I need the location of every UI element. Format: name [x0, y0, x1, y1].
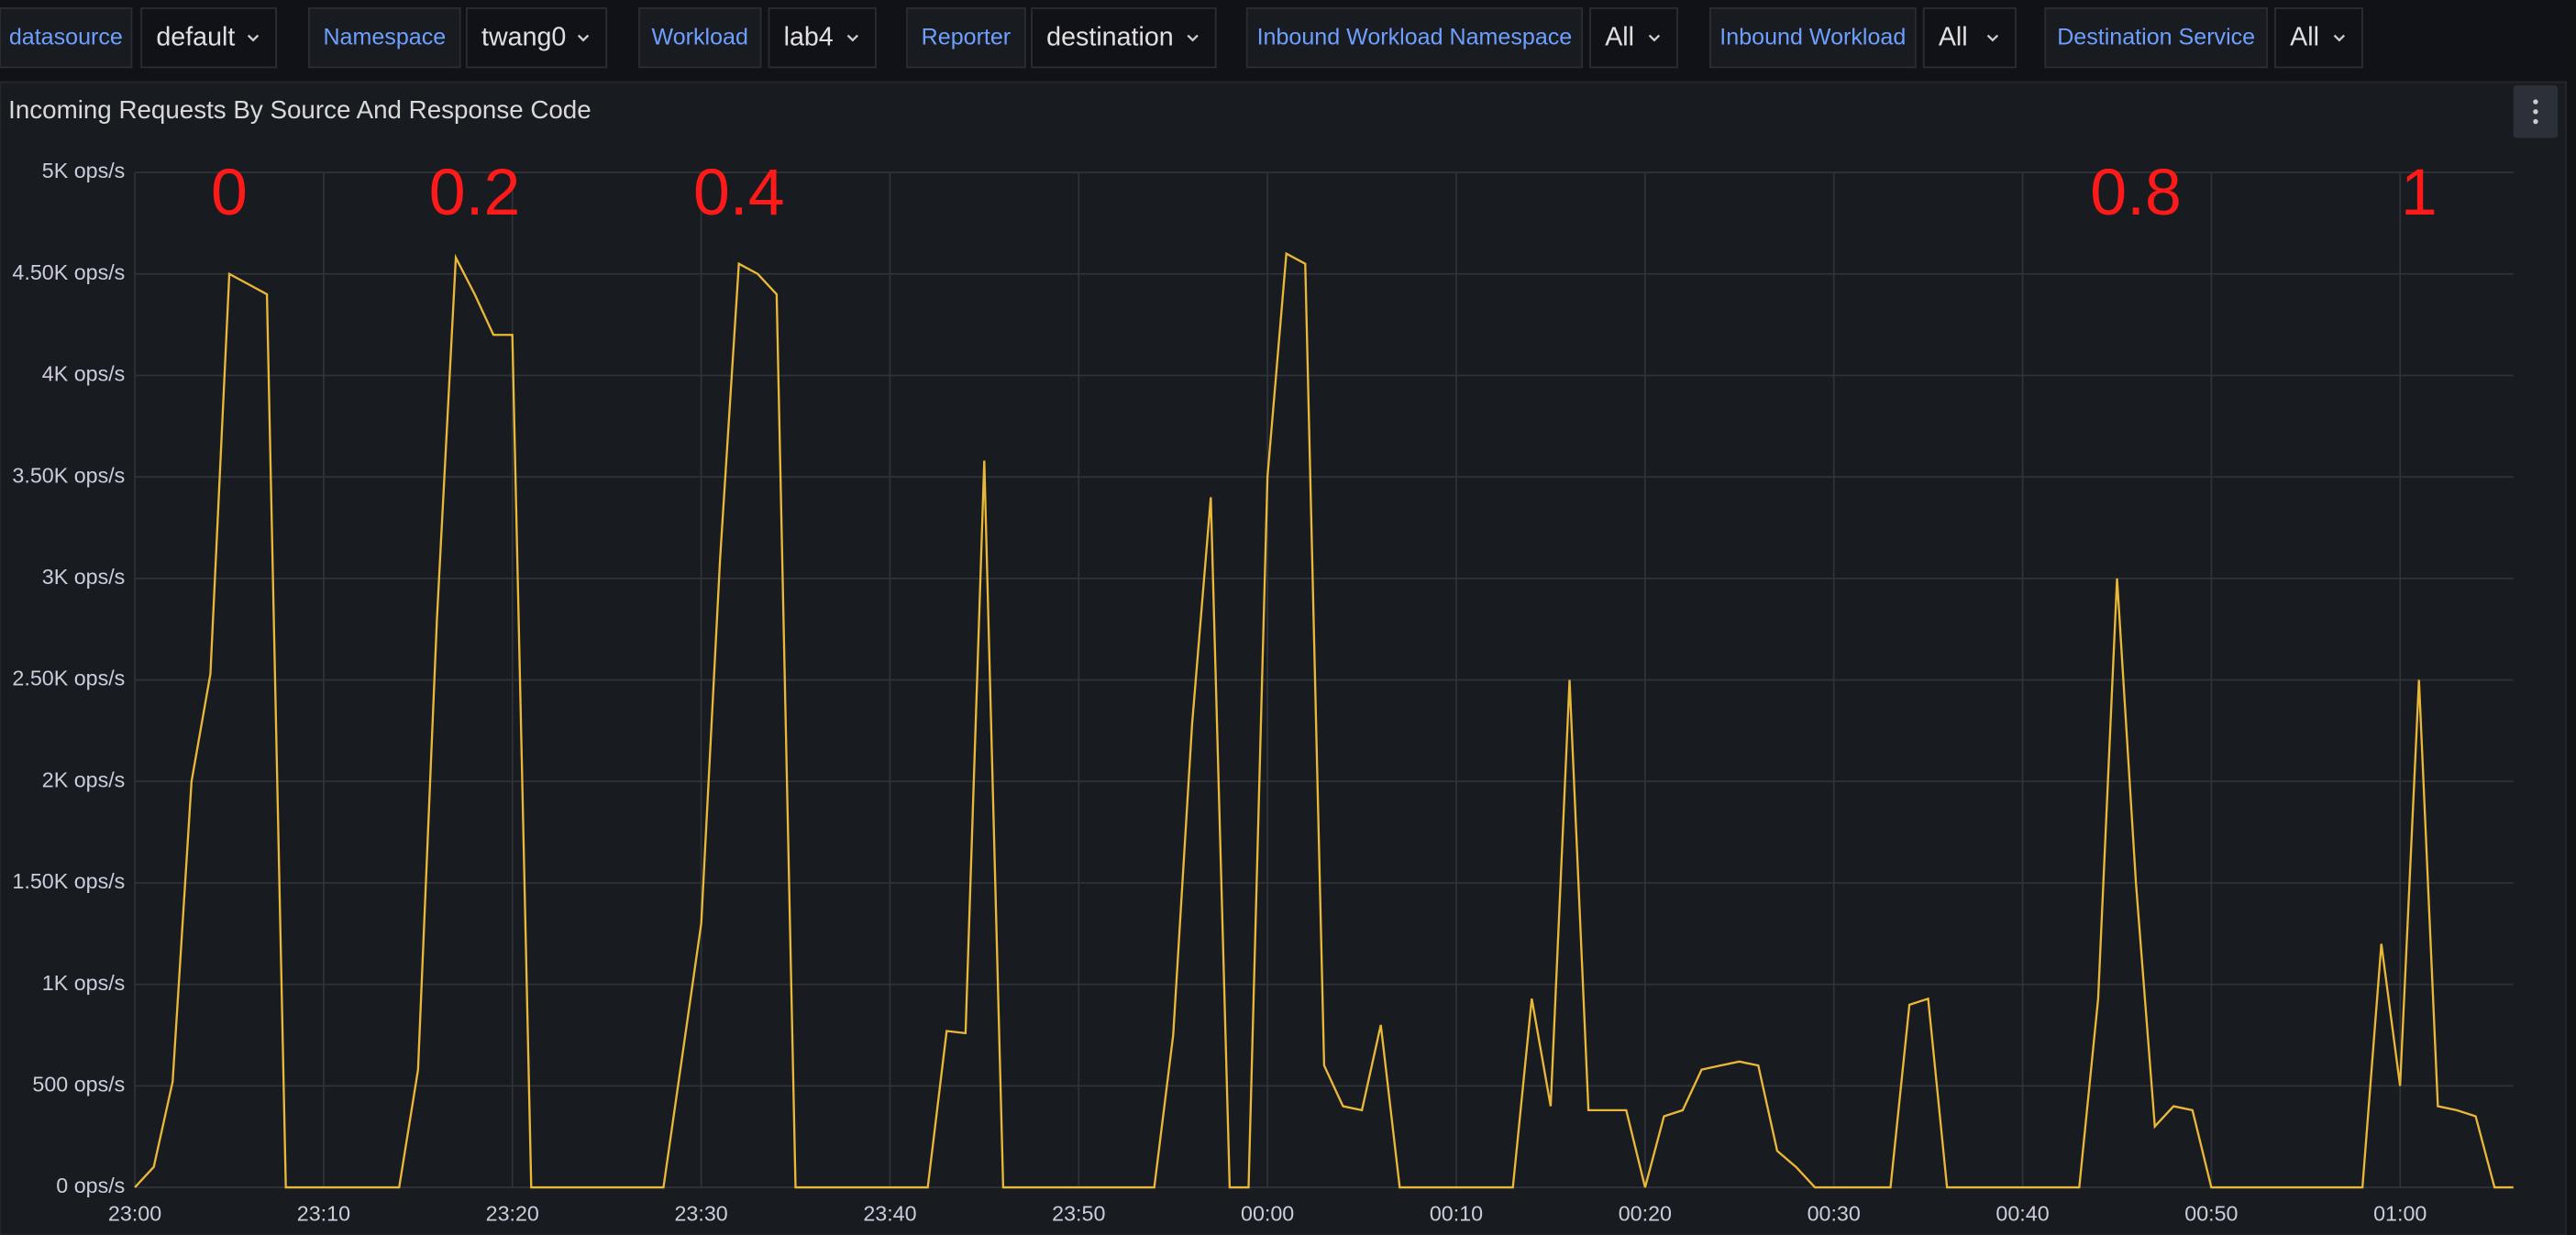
dropdown-chevron [577, 34, 590, 42]
annotation: 0 [211, 156, 248, 229]
x-tick-label: 00:20 [1619, 1202, 1672, 1226]
variable-label-box [638, 7, 762, 69]
x-tick-label: 23:20 [486, 1202, 539, 1226]
variable-label: Workload [652, 25, 748, 50]
variable-label-box [2044, 7, 2268, 69]
variable-label: Inbound Workload [1719, 25, 1906, 50]
menu-dot [2533, 99, 2538, 105]
dropdown-box [1922, 7, 2017, 69]
dropdown-value: All [1605, 23, 1634, 52]
x-tick-label: 23:00 [108, 1202, 161, 1226]
y-tick-label: 0 ops/s [56, 1174, 125, 1197]
dropdown-chevron [1648, 34, 1661, 42]
y-tick-label: 3.50K ops/s [12, 463, 125, 487]
dropdown-value: twang0 [481, 23, 566, 52]
dropdown-value: destination [1046, 23, 1174, 52]
variable-dropdown[interactable]: default [140, 7, 278, 69]
dropdown-value: default [156, 23, 235, 52]
y-tick-label: 4.50K ops/s [12, 260, 125, 284]
y-tick-label: 500 ops/s [32, 1073, 125, 1097]
dropdown-value: All [1939, 23, 1968, 52]
variable-label-box [1245, 7, 1584, 69]
y-tick-label: 3K ops/s [42, 565, 126, 589]
variable-label-box [308, 7, 461, 69]
x-tick-label: 01:00 [2373, 1202, 2427, 1226]
variable-dropdown[interactable]: All [1589, 7, 1678, 69]
dropdown-box [140, 7, 278, 69]
y-tick-label: 1.50K ops/s [12, 869, 125, 893]
dropdown-chevron [846, 34, 859, 42]
dropdown-box [465, 7, 608, 69]
variable-label: Destination Service [2057, 25, 2255, 50]
x-tick-label: 23:10 [297, 1202, 350, 1226]
y-tick-label: 1K ops/s [42, 971, 126, 995]
dropdown-value: All [2290, 23, 2319, 52]
dropdown-chevron [1986, 34, 1999, 42]
series-line [134, 251, 2514, 1189]
variable-dropdown[interactable]: twang0 [465, 7, 608, 69]
x-tick-label: 00:10 [1430, 1202, 1483, 1226]
annotation: 0.8 [2090, 156, 2182, 229]
dropdown-box [1031, 7, 1217, 69]
dropdown-chevron [247, 34, 260, 42]
variable-label: Reporter [922, 25, 1012, 50]
variable-dropdown[interactable]: lab4 [768, 7, 877, 69]
dropdown-box [2274, 7, 2363, 69]
panel-title: Incoming Requests By Source And Response… [8, 95, 591, 124]
x-tick-label: 23:40 [863, 1202, 916, 1226]
variable-label: datasource [9, 25, 123, 50]
variable-label-box [906, 7, 1026, 69]
variable-dropdown[interactable]: All [1922, 7, 2017, 69]
x-tick-label: 00:30 [1808, 1202, 1861, 1226]
variable-label-box [1708, 7, 1917, 69]
x-tick-label: 00:00 [1241, 1202, 1294, 1226]
dropdown-box [1589, 7, 1678, 69]
panel-menu[interactable] [2513, 85, 2559, 138]
x-tick-label: 23:30 [674, 1202, 727, 1226]
variable-dropdown[interactable]: destination [1031, 7, 1217, 69]
x-tick-label: 00:40 [1996, 1202, 2049, 1226]
annotation: 0.4 [693, 156, 785, 229]
x-tick-label: 23:50 [1052, 1202, 1105, 1226]
variable-label: Namespace [323, 25, 446, 50]
dropdown-chevron [1187, 34, 1199, 42]
dropdown-box [768, 7, 877, 69]
variable-label: Inbound Workload Namespace [1257, 25, 1573, 50]
panel [0, 81, 2567, 1235]
variable-dropdown[interactable]: All [2274, 7, 2363, 69]
annotation: 0.2 [429, 156, 521, 229]
menu-dot [2533, 118, 2538, 125]
y-tick-label: 2.50K ops/s [12, 667, 125, 690]
y-tick-label: 5K ops/s [42, 159, 126, 182]
variable-label-box [0, 7, 133, 69]
dropdown-chevron [2333, 34, 2346, 42]
y-tick-label: 4K ops/s [42, 362, 126, 386]
dropdown-value: lab4 [784, 23, 834, 52]
y-tick-label: 2K ops/s [42, 767, 126, 791]
annotation: 1 [2401, 156, 2438, 229]
x-tick-label: 00:50 [2184, 1202, 2238, 1226]
menu-dot [2533, 109, 2538, 115]
